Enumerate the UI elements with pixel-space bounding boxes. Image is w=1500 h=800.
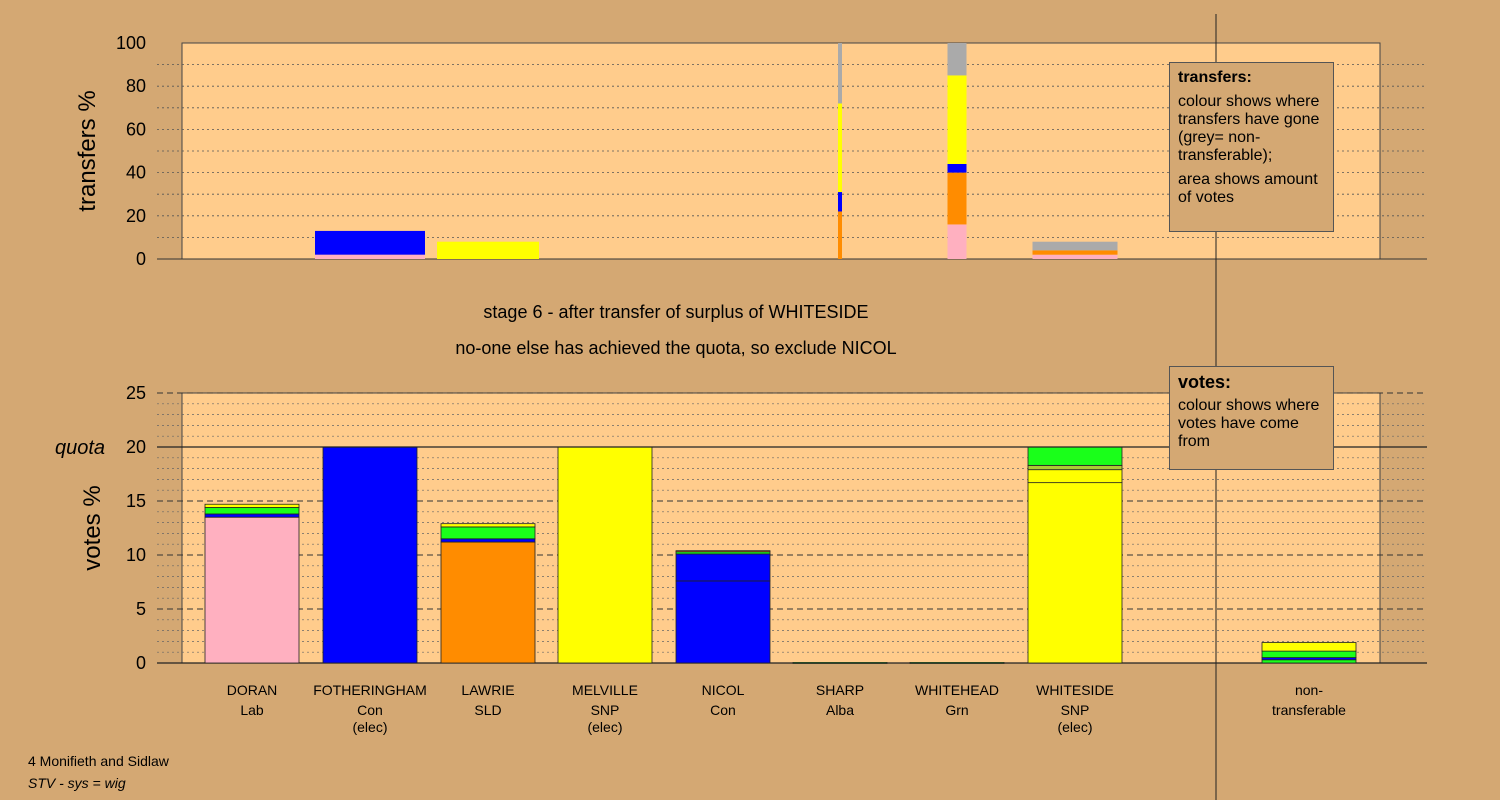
votes-tick-label: 15 [126,491,146,511]
candidate-party: Grn [945,702,968,718]
candidate-status: (elec) [587,719,622,735]
vote-segment [1261,650,1357,658]
votes-legend-line-1: colour shows where votes have come from [1178,397,1320,450]
votes-tick-label: 25 [126,383,146,403]
vote-segment [322,446,418,664]
vote-segment [1027,469,1123,484]
transfer-segment [838,43,842,104]
candidate-name: NICOL [702,682,745,698]
ward-name: 4 Monifieth and Sidlaw [28,753,169,769]
transfers-legend-title: transfers: [1178,69,1252,86]
vote-segment [1027,464,1123,471]
candidate-party: SNP [591,702,620,718]
transfer-segment [838,192,842,212]
transfers-tick-label: 20 [126,206,146,226]
vote-segment [440,541,536,664]
vote-segment [675,553,771,582]
votes-tick-label: 20 [126,437,146,457]
vote-segment [440,538,536,543]
candidate-status: (elec) [1057,719,1092,735]
votes-tick-label: 5 [136,599,146,619]
transfers-tick-label: 60 [126,119,146,139]
vote-segment [792,662,888,664]
vote-segment [557,446,653,664]
vote-segment [440,526,536,540]
stage-message: stage 6 - after transfer of surplus of W… [483,302,868,322]
vote-segment [204,507,300,515]
transfers-legend-line-2: area shows amount of votes [1178,171,1318,206]
vote-segment [909,662,1005,664]
quota-label: quota [55,437,105,459]
transfers-tick-label: 0 [136,249,146,269]
transfers-tick-label: 40 [126,163,146,183]
vote-segment [1027,446,1123,466]
transfer-segment [315,230,425,255]
vote-segment [1027,482,1123,664]
candidate-party: Con [710,702,736,718]
vote-segment [675,550,771,553]
transfer-segment [1032,241,1118,251]
transfer-segment [838,103,842,193]
transfer-segment [947,75,967,164]
transfer-segment [947,224,967,259]
transfer-segment [838,211,842,259]
candidate-party: Alba [826,702,854,718]
transfer-segment [947,163,967,173]
vote-segment [1261,642,1357,652]
transfers-legend-line-1: colour shows where transfers have gone (… [1178,93,1320,164]
system-label: STV - sys = wig [28,775,126,791]
votes-tick-label: 10 [126,545,146,565]
candidate-name: DORAN [227,682,278,698]
candidate-party: transferable [1272,702,1346,718]
candidate-name: FOTHERINGHAM [313,682,427,698]
votes-axis-label: votes % [79,485,106,570]
vote-segment [204,503,300,508]
transfers-tick-label: 100 [116,33,146,53]
transfer-segment [315,254,425,259]
transfer-segment [1032,254,1118,259]
transfers-axis-label: transfers % [74,90,101,211]
votes-legend-title: votes: [1178,372,1232,392]
candidate-name: WHITEHEAD [915,682,999,698]
candidate-name: SHARP [816,682,864,698]
transfers-legend: transfers: colour shows where transfers … [1169,62,1334,232]
transfer-segment [437,241,539,259]
transfer-segment [1032,250,1118,255]
candidate-party: SLD [474,702,501,718]
candidate-name: LAWRIE [461,682,514,698]
candidate-party: Lab [240,702,264,718]
votes-legend: votes: colour shows where votes have com… [1169,366,1334,470]
candidate-name: MELVILLE [572,682,638,698]
transfer-segment [947,43,967,76]
vote-segment [204,516,300,664]
vote-segment [1261,659,1357,664]
vote-segment [440,523,536,528]
candidate-party: Con [357,702,383,718]
candidate-party: SNP [1061,702,1090,718]
transfer-segment [947,172,967,225]
transfers-tick-label: 80 [126,76,146,96]
action-message: no-one else has achieved the quota, so e… [455,338,896,358]
candidate-name: non- [1295,682,1323,698]
candidate-name: WHITESIDE [1036,682,1114,698]
vote-segment [675,580,771,664]
votes-tick-label: 0 [136,653,146,673]
vote-segment [204,513,300,518]
candidate-status: (elec) [352,719,387,735]
votes-right-margin [1381,393,1427,663]
